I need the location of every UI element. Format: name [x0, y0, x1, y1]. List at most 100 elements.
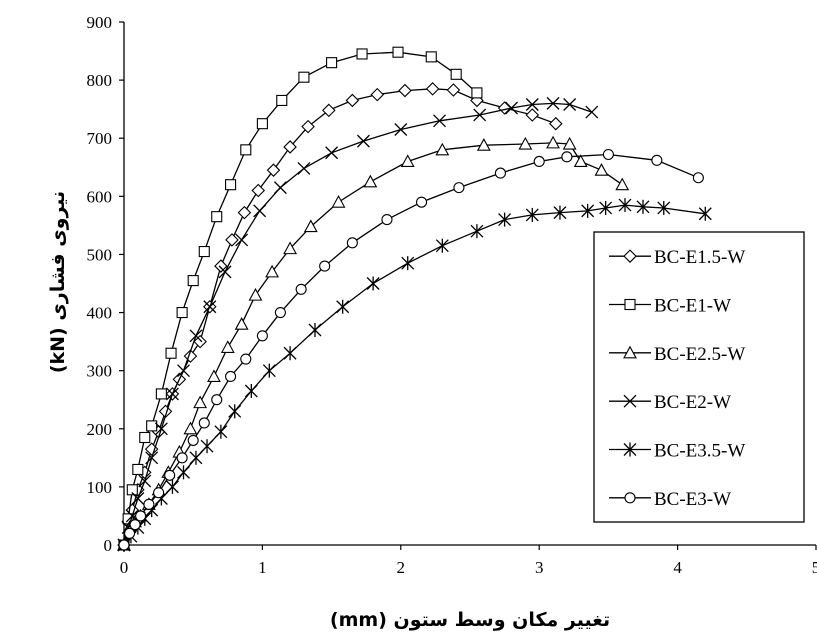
data-point — [189, 329, 203, 343]
series-line — [123, 88, 557, 546]
data-point — [198, 417, 210, 429]
y-tick-label: 100 — [87, 478, 113, 497]
data-point — [198, 245, 210, 258]
legend-marker — [623, 394, 637, 408]
data-point — [118, 539, 130, 551]
x-tick-label: 4 — [673, 558, 682, 577]
legend-label: BC-E1-W — [654, 296, 731, 317]
data-point — [135, 510, 147, 522]
data-point — [425, 82, 440, 96]
data-point — [366, 276, 380, 291]
data-point — [126, 484, 138, 496]
data-point — [356, 134, 370, 148]
data-point — [453, 182, 465, 194]
data-point — [498, 212, 512, 227]
data-point — [153, 487, 165, 499]
data-point — [394, 123, 408, 136]
data-point — [336, 299, 350, 314]
data-point — [256, 330, 268, 342]
data-point — [253, 204, 267, 218]
data-point — [698, 206, 712, 221]
data-point — [214, 424, 228, 439]
data-point — [370, 87, 385, 102]
data-point — [425, 51, 437, 63]
data-point — [187, 434, 199, 446]
legend-marker — [624, 492, 636, 504]
series-line — [123, 142, 623, 546]
data-point — [471, 87, 483, 99]
plot-axes: 0 100 200 300 400 500 600 700 800 900 0 1 2 3 4 5 — [87, 13, 817, 577]
data-point — [494, 167, 506, 179]
data-point — [193, 334, 207, 349]
data-point — [131, 492, 145, 505]
data-point — [154, 422, 168, 436]
data-point — [248, 287, 263, 301]
data-point — [276, 94, 288, 106]
data-point — [283, 140, 297, 154]
data-point — [200, 439, 214, 454]
data-point — [573, 154, 588, 168]
data-point — [525, 207, 539, 222]
x-tick-label: 0 — [120, 558, 129, 577]
data-point — [225, 370, 237, 383]
data-point — [322, 103, 336, 118]
data-point — [326, 57, 338, 69]
data-point — [298, 71, 310, 83]
data-point — [165, 347, 177, 359]
legend-item: BC-E1.5-W — [609, 247, 745, 268]
y-tick-label: 500 — [87, 245, 113, 264]
data-point — [308, 322, 322, 337]
data-point — [398, 83, 412, 98]
data-point — [146, 420, 158, 432]
data-point — [331, 194, 346, 208]
data-point — [651, 154, 663, 166]
series-line — [123, 51, 478, 546]
data-point — [123, 527, 136, 539]
data-point — [533, 155, 545, 168]
data-point — [214, 259, 228, 273]
data-point — [164, 469, 176, 481]
data-point — [211, 394, 223, 406]
data-point — [225, 233, 239, 247]
y-tick-label: 900 — [87, 13, 113, 32]
data-point — [356, 48, 368, 60]
legend-label: BC-E3-W — [654, 489, 731, 510]
data-point — [325, 146, 339, 160]
data-point — [505, 101, 518, 115]
data-point — [228, 404, 242, 419]
data-point — [476, 138, 491, 151]
y-tick-label: 200 — [87, 420, 113, 439]
series-BC-E3-W — [118, 148, 704, 551]
y-tick-label: 700 — [87, 129, 113, 148]
data-point — [446, 83, 461, 97]
y-tick-label: 800 — [87, 71, 113, 90]
legend-item: BC-E2.5-W — [609, 344, 745, 365]
data-point — [401, 256, 415, 271]
legend-item: BC-E1-W — [609, 296, 731, 317]
data-point — [657, 200, 671, 215]
data-point — [145, 451, 159, 465]
data-point — [618, 198, 632, 213]
data-point — [165, 387, 179, 401]
data-point — [563, 98, 577, 111]
data-point — [473, 108, 487, 122]
data-point — [594, 163, 609, 176]
data-point — [240, 144, 252, 156]
data-point — [220, 340, 235, 353]
legend-item: BC-E2-W — [609, 392, 731, 413]
data-point — [525, 98, 539, 111]
legend-marker — [623, 249, 637, 263]
y-axis-label: نیروی فشاری (kN) — [47, 191, 69, 373]
data-point — [265, 264, 280, 278]
data-point — [237, 205, 252, 220]
data-point — [256, 118, 268, 130]
x-tick-label: 3 — [535, 558, 544, 577]
data-point — [143, 498, 155, 510]
series-line — [123, 102, 593, 546]
data-point — [176, 307, 188, 319]
data-point — [132, 463, 144, 476]
data-point — [346, 237, 358, 249]
data-point — [177, 465, 190, 480]
data-point — [274, 307, 286, 319]
